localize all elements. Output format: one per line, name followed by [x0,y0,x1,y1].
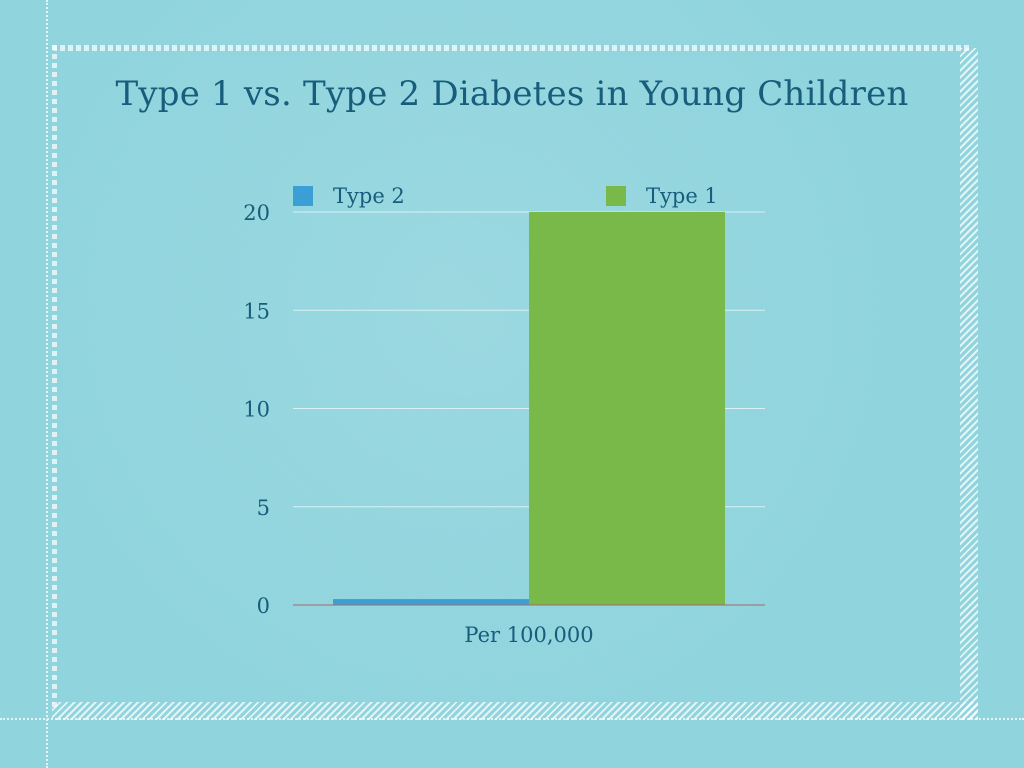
frame-border-right [960,48,978,720]
legend-swatch-type2 [293,186,313,206]
legend-label-type1: Type 1 [646,184,718,208]
y-tick-label: 10 [243,398,270,422]
bar-type-1 [529,212,725,605]
x-category-label: Per 100,000 [464,623,593,647]
y-tick-label: 20 [243,201,270,225]
bar-type-2 [333,599,529,605]
y-tick-label: 5 [257,496,270,520]
frame-border-left [52,45,57,710]
chart-title: Type 1 vs. Type 2 Diabetes in Young Chil… [115,74,909,114]
legend-label-type2: Type 2 [333,184,405,208]
y-tick-label: 15 [243,299,270,323]
y-tick-label: 0 [257,594,270,618]
frame-border-top [52,45,972,51]
legend-item-type2: Type 2 [293,183,405,209]
guide-line-vertical [46,0,48,768]
legend-swatch-type1 [606,186,626,206]
frame-border-bottom [52,702,978,720]
legend-item-type1: Type 1 [606,183,718,209]
